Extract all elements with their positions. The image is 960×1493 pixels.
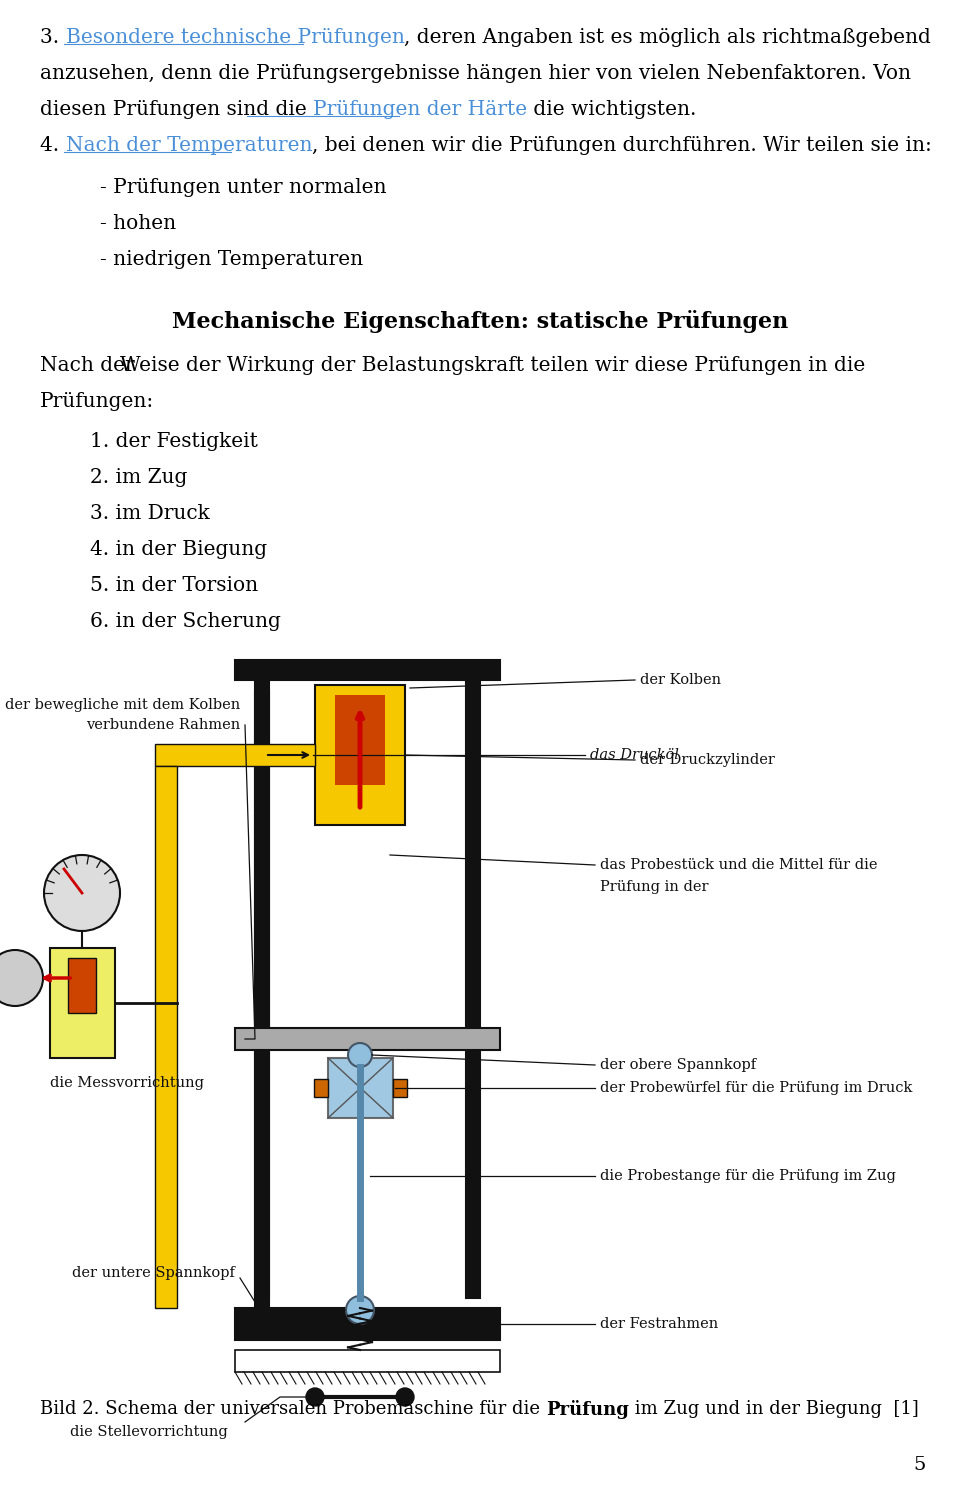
Text: , bei denen wir die Prüfungen durchführen. Wir teilen sie in:: , bei denen wir die Prüfungen durchführe… <box>312 136 932 155</box>
Text: die Stellevorrichtung: die Stellevorrichtung <box>70 1424 228 1439</box>
Text: die wichtigsten.: die wichtigsten. <box>527 100 697 119</box>
Text: - Prüfungen unter normalen: - Prüfungen unter normalen <box>100 178 387 197</box>
Circle shape <box>44 855 120 932</box>
Text: 4. in der Biegung: 4. in der Biegung <box>90 540 267 558</box>
Text: der Druckzylinder: der Druckzylinder <box>640 752 775 767</box>
Circle shape <box>348 1044 372 1067</box>
Text: 3.: 3. <box>40 28 65 46</box>
Text: Prüfungen der Härte: Prüfungen der Härte <box>313 100 527 119</box>
Text: anzusehen, denn die Prüfungsergebnisse hängen hier von vielen Nebenfaktoren. Von: anzusehen, denn die Prüfungsergebnisse h… <box>40 64 911 84</box>
Bar <box>235 1029 500 1050</box>
Circle shape <box>0 950 43 1006</box>
Bar <box>155 766 177 1308</box>
Text: - hohen: - hohen <box>100 213 176 233</box>
Text: 4.: 4. <box>40 136 65 155</box>
Text: Bild 2. Schema der universalen Probemaschine für die: Bild 2. Schema der universalen Probemasc… <box>40 1400 545 1418</box>
Text: der bewegliche mit dem Kolben: der bewegliche mit dem Kolben <box>5 699 240 712</box>
Bar <box>335 696 385 785</box>
Text: Nach der: Nach der <box>40 355 134 375</box>
Text: - niedrigen Temperaturen: - niedrigen Temperaturen <box>100 249 363 269</box>
Bar <box>235 1350 500 1372</box>
Text: verbundene Rahmen: verbundene Rahmen <box>85 718 240 732</box>
Text: Prüfung in der: Prüfung in der <box>600 879 708 894</box>
Text: Prüfung: Prüfung <box>545 1400 629 1418</box>
Text: der obere Spannkopf: der obere Spannkopf <box>600 1059 756 1072</box>
Text: , deren Angaben ist es möglich als richtmaßgebend: , deren Angaben ist es möglich als richt… <box>404 28 931 46</box>
Bar <box>314 1079 328 1097</box>
Text: Mechanische Eigenschaften: statische Prüfungen: Mechanische Eigenschaften: statische Prü… <box>172 311 788 333</box>
Text: der Probewürfel für die Prüfung im Druck: der Probewürfel für die Prüfung im Druck <box>600 1081 912 1094</box>
Bar <box>393 1079 407 1097</box>
Bar <box>50 948 115 1059</box>
Text: im Zug und in der Biegung  [1]: im Zug und in der Biegung [1] <box>629 1400 919 1418</box>
Text: Nach der Temperaturen: Nach der Temperaturen <box>65 136 312 155</box>
Text: 1. der Festigkeit: 1. der Festigkeit <box>90 431 258 451</box>
Text: 3. im Druck: 3. im Druck <box>90 505 209 523</box>
Text: 2. im Zug: 2. im Zug <box>90 467 187 487</box>
Text: der untere Spannkopf: der untere Spannkopf <box>72 1266 235 1280</box>
Bar <box>255 679 269 1297</box>
Text: der Festrahmen: der Festrahmen <box>600 1317 718 1330</box>
Bar <box>155 744 315 766</box>
Text: 5: 5 <box>914 1456 926 1474</box>
Text: 5. in der Torsion: 5. in der Torsion <box>90 576 258 596</box>
Circle shape <box>306 1388 324 1406</box>
Text: Prüfungen:: Prüfungen: <box>40 393 155 411</box>
Text: die Messvorrichtung: die Messvorrichtung <box>50 1076 204 1090</box>
Text: Besondere technische Prüfungen: Besondere technische Prüfungen <box>65 28 404 46</box>
Text: diesen Prüfungen sind die: diesen Prüfungen sind die <box>40 100 313 119</box>
Text: das Drucköl: das Drucköl <box>590 748 679 761</box>
Bar <box>255 691 269 1308</box>
Bar <box>235 660 500 679</box>
Bar <box>466 679 480 1297</box>
Text: die Probestange für die Prüfung im Zug: die Probestange für die Prüfung im Zug <box>600 1169 896 1182</box>
Bar <box>68 959 96 1012</box>
Text: Weise der Wirkung der Belastungskraft teilen wir diese Prüfungen in die: Weise der Wirkung der Belastungskraft te… <box>120 355 865 375</box>
Bar <box>315 685 405 826</box>
Bar <box>328 1059 393 1118</box>
Text: das Probestück und die Mittel für die: das Probestück und die Mittel für die <box>600 858 877 872</box>
Text: der Kolben: der Kolben <box>640 673 721 687</box>
Circle shape <box>396 1388 414 1406</box>
Bar <box>235 1308 500 1341</box>
Text: 6. in der Scherung: 6. in der Scherung <box>90 612 281 632</box>
Circle shape <box>346 1296 374 1324</box>
